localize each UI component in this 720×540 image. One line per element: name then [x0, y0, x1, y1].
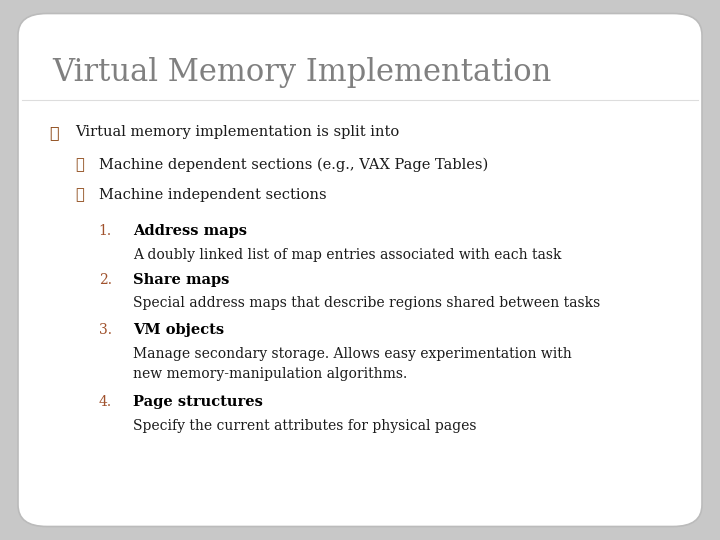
Text: 3.: 3.: [99, 323, 112, 338]
Text: Page structures: Page structures: [133, 395, 263, 409]
Text: A doubly linked list of map entries associated with each task: A doubly linked list of map entries asso…: [133, 248, 562, 262]
FancyBboxPatch shape: [18, 14, 702, 526]
Text: Virtual memory implementation is split into: Virtual memory implementation is split i…: [76, 125, 400, 139]
Text: ♻: ♻: [76, 188, 84, 202]
Text: ♻: ♻: [76, 158, 84, 172]
Text: Specify the current attributes for physical pages: Specify the current attributes for physi…: [133, 419, 477, 433]
Text: Virtual Memory Implementation: Virtual Memory Implementation: [52, 57, 552, 89]
Text: 1.: 1.: [99, 224, 112, 238]
Text: Special address maps that describe regions shared between tasks: Special address maps that describe regio…: [133, 296, 600, 310]
Text: Share maps: Share maps: [133, 273, 230, 287]
Text: VM objects: VM objects: [133, 323, 225, 338]
Text: new memory-manipulation algorithms.: new memory-manipulation algorithms.: [133, 367, 408, 381]
Text: ♻: ♻: [49, 124, 58, 141]
Text: 4.: 4.: [99, 395, 112, 409]
Text: Manage secondary storage. Allows easy experimentation with: Manage secondary storage. Allows easy ex…: [133, 347, 572, 361]
Text: Address maps: Address maps: [133, 224, 247, 238]
Text: 2.: 2.: [99, 273, 112, 287]
Text: Machine dependent sections (e.g., VAX Page Tables): Machine dependent sections (e.g., VAX Pa…: [99, 158, 489, 172]
Text: Machine independent sections: Machine independent sections: [99, 188, 327, 202]
